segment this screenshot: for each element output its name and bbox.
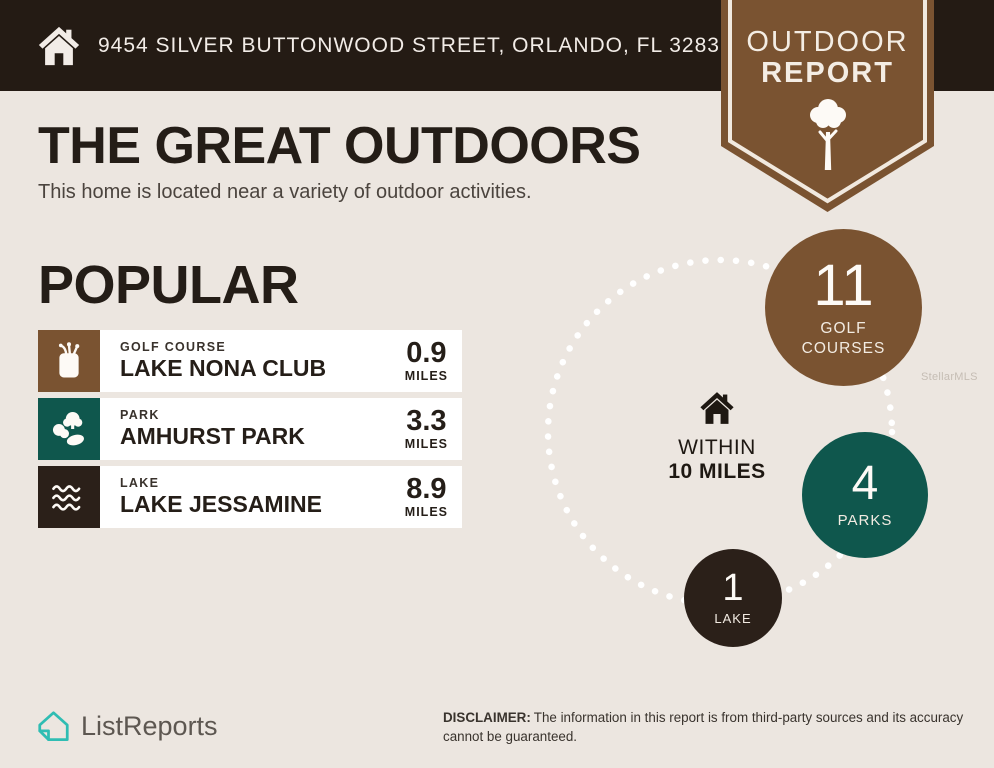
item-distance: 0.9 MILES <box>404 337 448 384</box>
list-item-park: PARK AMHURST PARK 3.3 MILES <box>38 398 462 460</box>
golf-courses-count-bubble: 11 GOLF COURSES <box>765 229 922 386</box>
item-category: PARK <box>120 408 160 422</box>
waves-icon <box>38 466 100 528</box>
home-icon <box>38 26 80 65</box>
item-name: LAKE JESSAMINE <box>120 491 322 517</box>
radius-center: WITHIN 10 MILES <box>652 389 782 484</box>
list-item-lake: LAKE LAKE JESSAMINE 8.9 MILES <box>38 466 462 528</box>
home-icon <box>700 392 734 424</box>
count-value: 4 <box>851 456 879 510</box>
distance-value: 3.3 <box>406 405 447 437</box>
disclaimer-label: DISCLAIMER: <box>443 710 531 725</box>
radius-dotted-circle <box>544 256 896 608</box>
list-item-golf-course: GOLF COURSE LAKE NONA CLUB 0.9 MILES <box>38 330 462 392</box>
mls-watermark: StellarMLS <box>921 371 978 383</box>
distance-unit: MILES <box>404 369 448 383</box>
listreports-house-icon <box>38 711 69 741</box>
page-title: THE GREAT OUTDOORS <box>38 117 641 175</box>
distance-unit: MILES <box>404 437 448 451</box>
count-label: GOLF COURSES <box>801 320 886 357</box>
parks-count-bubble: 4 PARKS <box>802 432 928 558</box>
distance-unit: MILES <box>404 505 448 519</box>
tree-icon <box>809 99 846 170</box>
radius-label-within: WITHIN <box>678 436 756 459</box>
radius-label-distance: 10 MILES <box>668 460 766 483</box>
disclaimer-text: DISCLAIMER: The information in this repor… <box>443 710 964 744</box>
brand-name: ListReports <box>81 711 218 741</box>
item-distance: 3.3 MILES <box>404 405 448 452</box>
park-icon <box>38 398 100 460</box>
popular-list: GOLF COURSE LAKE NONA CLUB 0.9 MILES <box>38 330 462 534</box>
popular-heading: POPULAR <box>38 255 299 315</box>
badge-title-line2: REPORT <box>761 57 894 89</box>
lake-count-bubble: 1 LAKE <box>684 549 782 647</box>
item-distance: 8.9 MILES <box>404 473 448 520</box>
count-label: PARKS <box>837 511 893 529</box>
property-address: 9454 SILVER BUTTONWOOD STREET, ORLANDO, … <box>98 33 733 57</box>
count-label: LAKE <box>714 610 752 626</box>
page-subtitle: This home is located near a variety of o… <box>38 181 532 203</box>
item-name: AMHURST PARK <box>120 423 305 449</box>
listreports-logo: ListReports <box>36 709 218 744</box>
badge-title-line1: OUTDOOR <box>746 26 909 58</box>
outdoor-report-badge: OUTDOOR REPORT <box>721 0 934 213</box>
item-category: GOLF COURSE <box>120 340 226 354</box>
count-value: 11 <box>813 253 874 319</box>
item-name: LAKE NONA CLUB <box>120 355 327 381</box>
item-category: LAKE <box>120 476 160 490</box>
distance-value: 8.9 <box>406 473 447 505</box>
golf-bag-icon <box>38 330 100 392</box>
count-value: 1 <box>722 566 744 609</box>
distance-value: 0.9 <box>406 337 447 369</box>
